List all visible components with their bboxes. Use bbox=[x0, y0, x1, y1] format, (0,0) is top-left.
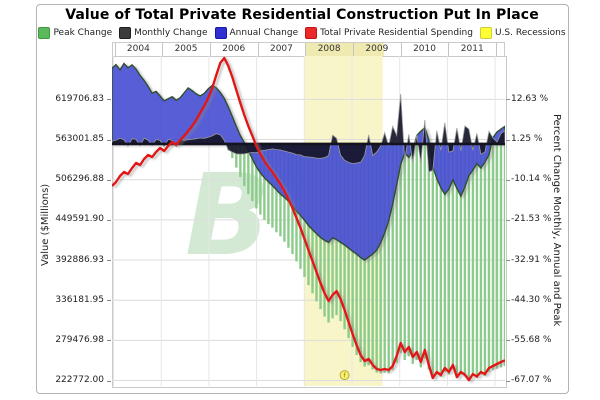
year-boundary-tick bbox=[209, 43, 211, 56]
year-label-2008: 2008 bbox=[317, 44, 341, 54]
year-boundary-tick bbox=[162, 43, 164, 56]
left-axis-tick-label: 619706.83 bbox=[55, 93, 104, 104]
axis-tick-mark bbox=[107, 99, 111, 101]
right-axis-tick-label: 12.63 % bbox=[511, 93, 549, 104]
year-boundary-tick bbox=[305, 43, 307, 56]
year-label-2009: 2009 bbox=[365, 44, 389, 54]
axis-tick-mark bbox=[506, 300, 510, 302]
axis-tick-mark bbox=[107, 300, 111, 302]
legend-item-total-private-residential-spending: Total Private Residential Spending bbox=[305, 27, 473, 39]
recession-marker-icon[interactable] bbox=[339, 370, 350, 381]
recession-band-strip bbox=[305, 43, 384, 56]
x-axis-year-strip: 2004 2005 2006 2007 2008 2009 2010 2011 bbox=[112, 42, 505, 56]
axis-tick-mark bbox=[506, 219, 510, 221]
legend-item-monthly-change: Monthly Change bbox=[119, 27, 208, 39]
right-axis-title: Percent Change Monthly, Annual and Peak bbox=[551, 113, 562, 327]
legend-label: Total Private Residential Spending bbox=[320, 28, 473, 38]
annual-change-area bbox=[112, 62, 505, 261]
year-boundary-tick bbox=[114, 43, 116, 56]
legend-label: Annual Change bbox=[229, 28, 299, 38]
left-axis-tick-label: 506296.88 bbox=[55, 174, 104, 185]
year-label-2011: 2011 bbox=[460, 44, 484, 54]
left-axis-tick-label: 449591.90 bbox=[55, 214, 104, 225]
axis-tick-mark bbox=[107, 380, 111, 382]
right-axis-tick-label: -67.07 % bbox=[511, 375, 552, 386]
left-axis-tick-label: 563001.85 bbox=[55, 134, 104, 145]
axis-tick-mark bbox=[107, 139, 111, 141]
axis-tick-mark bbox=[107, 340, 111, 342]
axis-tick-mark bbox=[107, 179, 111, 181]
legend-swatch-icon bbox=[119, 27, 132, 39]
right-axis-tick-label: 1.25 % bbox=[511, 134, 543, 145]
legend-label: Monthly Change bbox=[134, 28, 208, 38]
legend-swatch-icon bbox=[305, 27, 318, 39]
right-axis-tick-label: -10.14 % bbox=[511, 174, 552, 185]
axis-tick-mark bbox=[506, 340, 510, 342]
recession-marker-glyph: f bbox=[344, 372, 347, 379]
year-boundary-tick bbox=[353, 43, 354, 56]
legend-label: U.S. Recessions bbox=[494, 28, 566, 38]
axis-tick-mark bbox=[506, 179, 510, 181]
legend-item-annual-change: Annual Change bbox=[214, 27, 299, 39]
year-label-2007: 2007 bbox=[269, 44, 293, 54]
chart-canvas: f bbox=[112, 56, 505, 386]
right-axis-tick-label: -21.53 % bbox=[511, 214, 552, 225]
spending-line bbox=[112, 56, 505, 382]
axis-tick-mark bbox=[107, 260, 111, 262]
legend-item-peak-change: Peak Change bbox=[38, 27, 112, 39]
right-axis-tick-label: -44.30 % bbox=[511, 294, 552, 305]
chart-legend: Peak Change Monthly Change Annual Change To… bbox=[36, 27, 568, 39]
right-axis-tick-label: -55.68 % bbox=[511, 334, 552, 345]
legend-swatch-icon bbox=[214, 27, 227, 39]
year-boundary-tick bbox=[257, 43, 259, 56]
axis-tick-mark bbox=[506, 139, 510, 141]
legend-swatch-icon bbox=[38, 27, 51, 39]
axis-tick-mark bbox=[506, 99, 510, 101]
axis-tick-mark bbox=[506, 380, 510, 382]
axis-tick-mark bbox=[506, 260, 510, 262]
year-boundary-tick bbox=[400, 43, 402, 56]
chart-title: Value of Total Private Residential Const… bbox=[65, 7, 539, 23]
year-boundary-tick bbox=[448, 43, 450, 56]
legend-swatch-icon bbox=[479, 27, 492, 39]
year-label-2010: 2010 bbox=[413, 44, 436, 54]
legend-item-u-s-recessions: U.S. Recessions bbox=[479, 27, 566, 39]
right-axis-tick-label: -32.91 % bbox=[511, 254, 552, 265]
year-label-2006: 2006 bbox=[222, 44, 246, 54]
left-axis-tick-label: 279476.98 bbox=[55, 334, 104, 345]
left-axis-tick-label: 392886.93 bbox=[55, 254, 104, 265]
left-axis-tick-label: 222772.00 bbox=[55, 375, 104, 386]
axis-tick-mark bbox=[107, 219, 111, 221]
year-label-2005: 2005 bbox=[174, 44, 198, 54]
year-boundary-tick bbox=[496, 43, 498, 56]
left-axis-tick-label: 336181.95 bbox=[55, 294, 104, 305]
year-label-2004: 2004 bbox=[126, 44, 150, 54]
legend-label: Peak Change bbox=[53, 28, 113, 38]
